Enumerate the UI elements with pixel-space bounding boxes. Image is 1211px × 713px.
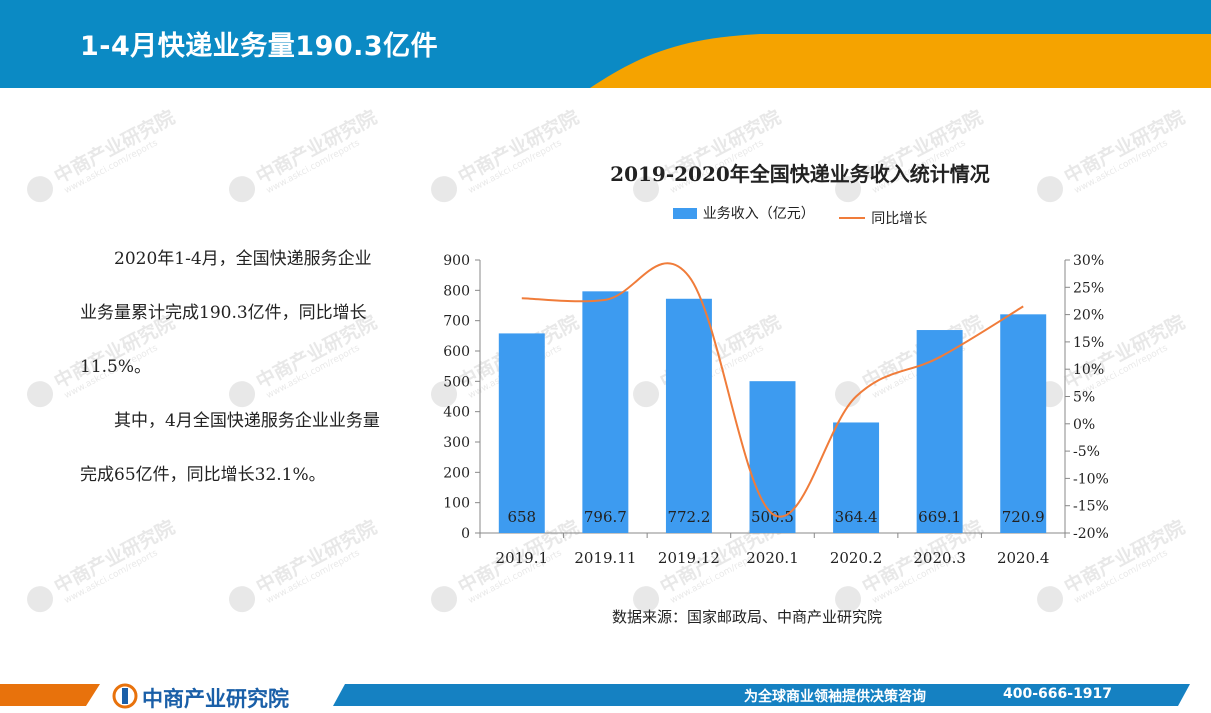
y-left-tick-label: 100 xyxy=(443,496,470,512)
bar xyxy=(498,333,545,533)
bar-data-label: 669.1 xyxy=(918,508,961,526)
page-title: 1-4月快递业务量190.3亿件 xyxy=(80,31,439,62)
footer-slogan: 为全球商业领袖提供决策咨询 xyxy=(744,689,926,705)
footer-phone: 400-666-1917 xyxy=(1003,686,1113,702)
watermark-logo-icon xyxy=(22,376,58,412)
watermark-url: www.askci.com/reports xyxy=(264,138,362,197)
x-tick-label: 2020.1 xyxy=(746,549,799,567)
brand-logo-icon xyxy=(112,683,138,709)
watermark-logo-icon xyxy=(224,171,260,207)
x-tick-label: 2020.2 xyxy=(830,549,883,567)
y-left-tick-label: 900 xyxy=(443,253,470,269)
y-left-tick-label: 600 xyxy=(443,344,470,360)
chart-plot: 0 100 200 300 400 500 600 700 800 900 -20% -15% -10%… xyxy=(443,253,1109,567)
chart-legend: 业务收入（亿元） 同比增长 xyxy=(410,203,1190,228)
legend-item-growth: 同比增长 xyxy=(839,208,927,228)
y-left-tick-label: 500 xyxy=(443,374,470,390)
watermark-logo-icon xyxy=(22,581,58,617)
x-tick-label: 2019.12 xyxy=(658,549,720,567)
y-left-tick-label: 800 xyxy=(443,283,470,299)
legend-item-revenue: 业务收入（亿元） xyxy=(672,203,815,223)
watermark-url: www.askci.com/reports xyxy=(62,548,160,607)
bar xyxy=(916,330,963,533)
chart-title: 2019-2020年全国快递业务收入统计情况 xyxy=(610,162,990,186)
y-right-tick-label: 20% xyxy=(1073,308,1104,324)
footer-brand: 中商产业研究院 xyxy=(142,687,289,711)
watermark-text: 中商产业研究院 xyxy=(50,106,179,189)
x-tick-label: 2019.11 xyxy=(574,549,636,567)
watermark-text: 中商产业研究院 xyxy=(252,106,381,189)
y-right-tick-label: -15% xyxy=(1073,499,1109,515)
watermark-text: 中商产业研究院 xyxy=(50,516,179,599)
chart-container: 2019-2020年全国快递业务收入统计情况 业务收入（亿元） 同比增长 0 10… xyxy=(410,150,1190,590)
bar-data-label: 720.9 xyxy=(1002,508,1045,526)
y-right-tick-label: 25% xyxy=(1073,280,1104,296)
growth-line xyxy=(521,262,1024,518)
legend-swatch-line xyxy=(839,216,866,219)
y-left-tick-label: 0 xyxy=(461,526,470,542)
data-source: 数据来源：国家邮政局、中商产业研究院 xyxy=(612,608,883,626)
legend-swatch-bar xyxy=(672,207,697,219)
footer-background xyxy=(0,684,1190,706)
y-right-tick-label: 10% xyxy=(1073,362,1104,378)
y-left-tick-label: 700 xyxy=(443,314,470,330)
paragraph-2: 其中，4月全国快递服务企业业务量完成65亿件，同比增长32.1%。 xyxy=(80,411,380,485)
y-left-tick-label: 200 xyxy=(443,465,470,481)
y-right-tick-label: -5% xyxy=(1073,444,1100,460)
legend-label-growth: 同比增长 xyxy=(871,210,928,227)
bar xyxy=(582,291,629,533)
bar-data-label: 796.7 xyxy=(584,508,627,526)
y-left-tick-label: 400 xyxy=(443,405,470,421)
watermark-text: 中商产业研究院 xyxy=(252,516,381,599)
y-left-tick-label: 300 xyxy=(443,435,470,451)
x-tick-label: 2020.3 xyxy=(913,549,966,567)
watermark-url: www.askci.com/reports xyxy=(62,138,160,197)
watermark-logo-icon xyxy=(224,581,260,617)
y-right-tick-label: 0% xyxy=(1073,417,1095,433)
header-background xyxy=(0,0,1211,88)
y-right-tick-label: -20% xyxy=(1073,526,1109,542)
y-right-tick-label: 5% xyxy=(1073,390,1095,406)
header-banner: 1-4月快递业务量190.3亿件 xyxy=(0,0,1211,88)
watermark-url: www.askci.com/reports xyxy=(264,548,362,607)
paragraph-1: 2020年1-4月，全国快递服务企业业务量累计完成190.3亿件，同比增长11.… xyxy=(80,249,372,377)
bar xyxy=(1000,314,1047,533)
watermark-logo-icon xyxy=(22,171,58,207)
y-right-tick-label: -10% xyxy=(1073,471,1109,487)
bar-data-label: 772.2 xyxy=(667,508,710,526)
y-right-tick-label: 30% xyxy=(1073,253,1104,269)
legend-label-revenue: 业务收入（亿元） xyxy=(702,206,815,222)
bar xyxy=(833,422,880,533)
x-tick-label: 2020.4 xyxy=(997,549,1050,567)
bar-data-label: 658 xyxy=(507,508,536,526)
y-right-tick-label: 15% xyxy=(1073,335,1104,351)
bar xyxy=(665,298,712,533)
x-tick-label: 2019.1 xyxy=(496,549,549,567)
bar xyxy=(749,381,796,533)
footer-bar xyxy=(0,678,1211,712)
description-text: 2020年1-4月，全国快递服务企业业务量累计完成190.3亿件，同比增长11.… xyxy=(80,232,385,502)
bar-data-label: 364.4 xyxy=(835,508,878,526)
bar-data-label: 500.5 xyxy=(751,508,794,526)
